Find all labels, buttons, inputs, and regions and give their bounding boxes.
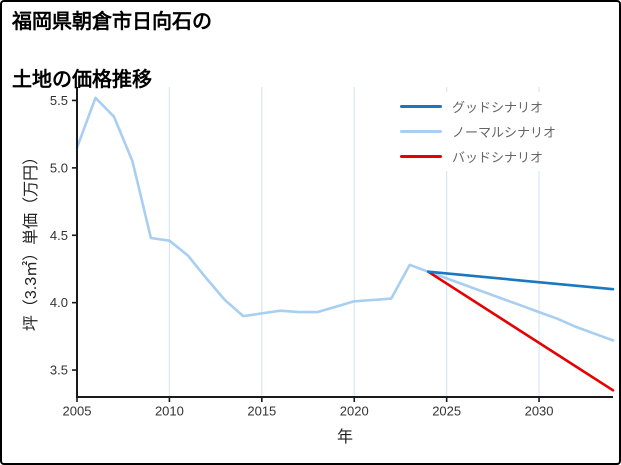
y-tick-label: 3.5	[50, 363, 68, 378]
line-normal-scenario	[75, 96, 615, 342]
y-axis-label: 坪（3.3㎡）単価（万円）	[23, 148, 40, 332]
bad-scenario-line-swatch	[400, 155, 442, 158]
line-bad-scenario	[426, 270, 615, 392]
x-axis-label: 年	[336, 429, 354, 446]
legend-label-good-scenario: グッドシナリオ	[452, 100, 544, 115]
chart-title: 福岡県朝倉市日向石の 土地の価格推移	[12, 8, 212, 95]
normal-scenario-line-swatch	[400, 130, 442, 133]
legend: グッドシナリオ ノーマルシナリオ バッドシナリオ	[396, 92, 563, 171]
y-tick-label: 5.0	[50, 160, 68, 175]
x-tick-label: 2030	[525, 404, 554, 419]
chart-title-line1: 福岡県朝倉市日向石の	[12, 11, 212, 33]
chart-title-line2: 土地の価格推移	[12, 69, 152, 91]
legend-item-bad-scenario: バッドシナリオ	[400, 144, 556, 169]
x-tick-label: 2015	[247, 404, 276, 419]
x-tick-label: 2005	[63, 404, 92, 419]
x-tick-label: 2020	[340, 404, 369, 419]
y-tick-label: 4.0	[50, 295, 68, 310]
x-tick-label: 2025	[432, 404, 461, 419]
legend-label-normal-scenario: ノーマルシナリオ	[452, 125, 557, 140]
line-good-scenario	[426, 270, 615, 291]
legend-item-normal-scenario: ノーマルシナリオ	[400, 119, 556, 144]
good-scenario-line-swatch	[400, 105, 442, 108]
y-tick-label: 5.5	[50, 93, 68, 108]
legend-label-bad-scenario: バッドシナリオ	[452, 150, 544, 165]
legend-item-good-scenario: グッドシナリオ	[400, 94, 556, 119]
x-tick-label: 2010	[155, 404, 184, 419]
y-tick-label: 4.5	[50, 228, 68, 243]
